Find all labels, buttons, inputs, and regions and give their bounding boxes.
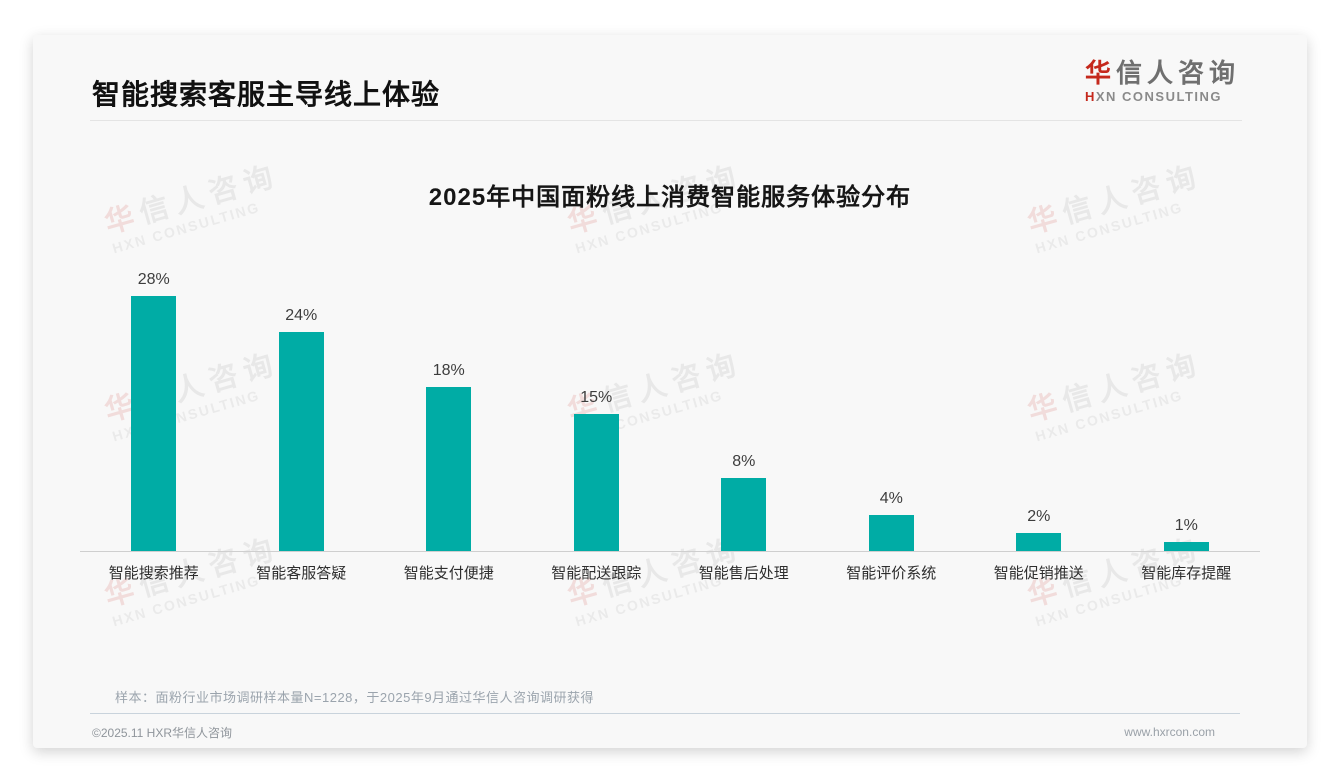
report-card: 华信人咨询 HXN CONSULTING 华信人咨询 HXN CONSULTING 华信… [33, 35, 1307, 748]
bar-value-label: 2% [1027, 507, 1051, 525]
bar [1163, 541, 1209, 551]
logo-rest-chars: 信人咨询 [1115, 58, 1240, 88]
bar-category-label: 智能客服答疑 [256, 565, 347, 582]
logo-english-accent: H [1084, 88, 1096, 104]
bar-category-label: 智能搜索推荐 [108, 565, 199, 582]
bar-value-label: 1% [1174, 516, 1198, 534]
website-url: www.hxrcon.com [1124, 725, 1215, 739]
bar-value-label: 15% [580, 389, 613, 407]
bar-category-label: 智能促销推送 [993, 565, 1084, 582]
logo-english-name: HXN CONSULTING [1085, 89, 1240, 104]
bar-column: 18% [375, 261, 523, 551]
logo-english-rest: XN CONSULTING [1095, 88, 1223, 104]
bar [278, 332, 324, 551]
logo-chinese-name: 华信人咨询 [1085, 59, 1240, 88]
bar [573, 414, 619, 551]
bar-category-label: 智能配送跟踪 [551, 565, 642, 582]
bar-category-label: 智能支付便捷 [403, 565, 494, 582]
header-divider [90, 120, 1242, 121]
bar [131, 296, 177, 551]
bar-category-label: 智能评价系统 [846, 565, 937, 582]
bar-value-label: 4% [879, 489, 903, 507]
bar-value-label: 28% [137, 271, 170, 288]
copyright-text: ©2025.11 HXR华信人咨询 [92, 726, 232, 740]
x-axis-line [80, 551, 1260, 552]
bar-column: 15% [523, 261, 671, 551]
bar-column: 1% [1113, 261, 1261, 551]
footer-divider [90, 713, 1240, 714]
bar [721, 478, 767, 551]
bar-column: 4% [818, 261, 966, 551]
bar-column: 8% [670, 261, 818, 551]
chart-title: 2025年中国面粉线上消费智能服务体验分布 [428, 184, 912, 211]
sample-footnote: 样本：面粉行业市场调研样本量N=1228，于2025年9月通过华信人咨询调研获得 [115, 690, 595, 705]
bar-chart-plot: 28% 24% 18% 15% 8% 4% 2% 1% [80, 261, 1260, 551]
bar-value-label: 8% [732, 453, 756, 471]
bar [868, 514, 914, 551]
bar-category-label: 智能库存提醒 [1141, 565, 1232, 582]
page-title: 智能搜索客服主导线上体验 [92, 79, 441, 110]
x-axis-category-row: 智能搜索推荐 智能客服答疑 智能支付便捷 智能配送跟踪 智能售后处理 智能评价系统 智能促销… [80, 562, 1260, 583]
bar-column: 2% [965, 261, 1113, 551]
bar-category-label: 智能售后处理 [698, 565, 789, 582]
bar-value-label: 18% [432, 362, 465, 380]
bar-value-label: 24% [285, 307, 318, 325]
bar-column: 28% [80, 261, 228, 551]
bar [1016, 532, 1062, 551]
logo-accent-char: 华 [1084, 58, 1116, 88]
bar [426, 387, 472, 551]
company-logo: 华信人咨询 HXN CONSULTING [1085, 59, 1240, 104]
bar-column: 24% [228, 261, 376, 551]
